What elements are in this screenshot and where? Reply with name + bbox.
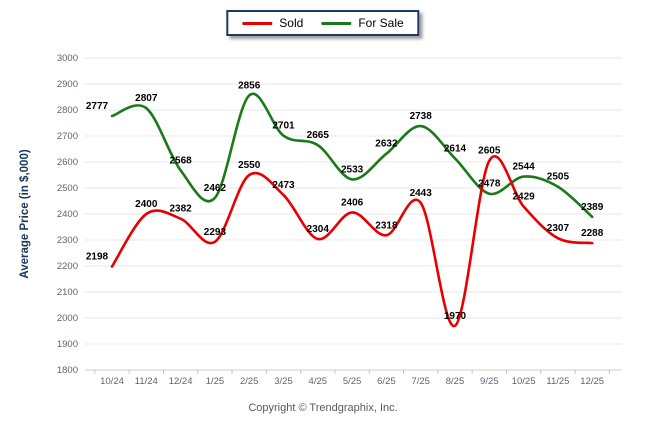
data-label-sold: 2429 xyxy=(512,191,535,202)
data-label-sold: 2473 xyxy=(272,180,295,191)
data-label-for-sale: 2614 xyxy=(444,143,467,154)
y-tick-label: 1800 xyxy=(57,365,78,376)
data-label-for-sale: 2505 xyxy=(547,172,570,183)
data-label-for-sale: 2632 xyxy=(375,139,398,150)
data-label-sold: 1970 xyxy=(444,311,467,322)
y-tick-label: 2600 xyxy=(57,157,78,168)
y-tick-label: 2100 xyxy=(57,287,78,298)
data-label-sold: 2605 xyxy=(478,146,501,157)
data-label-sold: 2288 xyxy=(581,228,604,239)
legend-label: Sold xyxy=(279,16,304,30)
data-label-sold: 2307 xyxy=(547,223,570,234)
data-label-sold: 2406 xyxy=(341,197,364,208)
legend-swatch-for-sale xyxy=(321,21,352,25)
x-tick-label: 10/25 xyxy=(512,376,536,387)
x-tick-label: 2/25 xyxy=(240,376,259,387)
x-tick-label: 8/25 xyxy=(446,376,465,387)
x-tick-label: 3/25 xyxy=(274,376,293,387)
data-label-for-sale: 2701 xyxy=(272,121,295,132)
y-tick-label: 2800 xyxy=(57,105,78,116)
x-tick-label: 12/24 xyxy=(169,376,193,387)
y-tick-label: 2200 xyxy=(57,261,78,272)
y-tick-label: 2900 xyxy=(57,79,78,90)
data-label-for-sale: 2478 xyxy=(478,179,501,190)
y-tick-label: 2400 xyxy=(57,209,78,220)
y-tick-label: 2500 xyxy=(57,183,78,194)
x-tick-label: 4/25 xyxy=(309,376,328,387)
data-label-sold: 2382 xyxy=(169,204,192,215)
legend-item-sold: Sold xyxy=(242,16,303,30)
legend-label: For Sale xyxy=(358,16,404,30)
data-label-for-sale: 2533 xyxy=(341,164,364,175)
x-tick-label: 11/24 xyxy=(135,376,158,387)
data-label-sold: 2400 xyxy=(135,199,158,210)
data-label-for-sale: 2389 xyxy=(581,202,604,213)
legend: Sold For Sale xyxy=(226,10,420,36)
legend-item-for-sale: For Sale xyxy=(321,16,404,30)
legend-swatch-sold xyxy=(242,21,273,25)
y-axis-title: Average Price (in $,000) xyxy=(19,149,31,279)
data-label-for-sale: 2665 xyxy=(307,130,330,141)
data-label-sold: 2293 xyxy=(204,227,227,238)
data-label-for-sale: 2568 xyxy=(169,155,192,166)
data-label-for-sale: 2738 xyxy=(410,111,433,122)
data-label-for-sale: 2777 xyxy=(86,101,109,112)
copyright-text: Copyright © Trendgraphix, Inc. xyxy=(248,402,398,414)
x-tick-label: 12/25 xyxy=(580,376,604,387)
x-tick-label: 5/25 xyxy=(343,376,362,387)
x-tick-label: 6/25 xyxy=(377,376,396,387)
y-tick-label: 2700 xyxy=(57,131,78,142)
data-label-sold: 2304 xyxy=(307,224,330,235)
data-label-sold: 2198 xyxy=(86,252,109,263)
data-label-sold: 2550 xyxy=(238,160,261,171)
y-tick-label: 1900 xyxy=(57,339,78,350)
series-line-sold xyxy=(110,155,594,328)
y-tick-label: 3000 xyxy=(57,53,78,64)
data-label-for-sale: 2462 xyxy=(204,183,227,194)
x-tick-label: 1/25 xyxy=(206,376,225,387)
data-label-for-sale: 2544 xyxy=(512,162,535,173)
y-tick-label: 2300 xyxy=(57,235,78,246)
data-label-for-sale: 2807 xyxy=(135,93,158,104)
data-label-sold: 2443 xyxy=(410,188,433,199)
y-tick-label: 2000 xyxy=(57,313,78,324)
series-line-for-sale xyxy=(110,92,594,219)
x-tick-label: 11/25 xyxy=(546,376,569,387)
data-label-sold: 2318 xyxy=(375,220,398,231)
x-tick-label: 7/25 xyxy=(411,376,430,387)
data-label-for-sale: 2856 xyxy=(238,80,261,91)
x-tick-label: 9/25 xyxy=(480,376,499,387)
x-tick-label: 10/24 xyxy=(100,376,124,387)
